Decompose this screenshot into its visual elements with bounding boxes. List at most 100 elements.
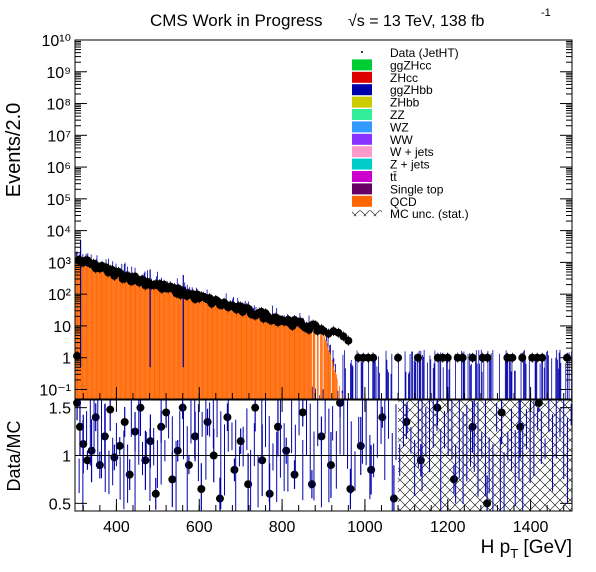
ggzhbb-bar xyxy=(330,344,331,355)
qcd-bar xyxy=(197,298,199,399)
qcd-bar xyxy=(139,281,141,399)
qcd-bar xyxy=(209,300,211,399)
qcd-bar xyxy=(126,275,128,399)
qcd-bar xyxy=(254,312,256,399)
qcd-bar xyxy=(133,279,135,399)
qcd-bar xyxy=(159,288,161,399)
ggzhbb-bar xyxy=(429,355,431,399)
qcd-bar xyxy=(212,304,214,399)
qcd-bar xyxy=(224,308,226,399)
qcd-bar xyxy=(272,318,274,399)
qcd-bar xyxy=(108,270,110,399)
qcd-bar xyxy=(326,343,328,399)
ratio-point xyxy=(356,441,365,450)
ggzhbb-bar xyxy=(523,349,525,399)
ggzhbb-bar xyxy=(387,369,389,399)
qcd-bar xyxy=(121,275,123,399)
ratio-point xyxy=(298,408,307,417)
ggzhbb-bar xyxy=(419,355,421,399)
ggzhbb-bar xyxy=(499,353,500,399)
qcd-bar xyxy=(296,324,298,399)
qcd-bar xyxy=(300,324,302,399)
ratio-point xyxy=(389,494,398,503)
qcd-bar xyxy=(231,309,233,399)
legend-label: WZ xyxy=(390,120,409,134)
chart-title: CMS Work in Progress xyxy=(150,11,323,30)
ggzhbb-bar xyxy=(372,352,374,399)
qcd-bar xyxy=(194,296,196,399)
qcd-bar xyxy=(301,329,303,399)
ratio-point xyxy=(115,441,124,450)
qcd-bar xyxy=(201,301,203,399)
qcd-bar xyxy=(272,317,273,399)
data-point xyxy=(369,353,378,362)
qcd-bar xyxy=(99,268,101,399)
qcd-bar xyxy=(214,302,216,399)
ggzhbb-bar xyxy=(404,351,406,399)
ggzhbb-bar xyxy=(462,359,464,399)
ggzhbb-bar xyxy=(475,350,477,399)
qcd-bar xyxy=(90,267,92,399)
ratio-y-axis-label: Data/MC xyxy=(4,420,24,491)
qcd-bar xyxy=(335,372,336,399)
qcd-bar xyxy=(295,327,297,399)
qcd-bar xyxy=(125,275,127,399)
qcd-bar xyxy=(177,291,179,399)
ggzhbb-bar xyxy=(335,364,336,373)
qcd-bar xyxy=(184,293,186,399)
qcd-bar xyxy=(218,303,220,399)
qcd-bar xyxy=(95,268,97,399)
ggzhbb-bar xyxy=(123,264,125,276)
ggzhbb-bar xyxy=(479,363,481,399)
qcd-bar xyxy=(298,326,300,399)
ggzhbb-bar xyxy=(351,364,353,399)
qcd-bar xyxy=(94,269,96,399)
ggzhbb-bar xyxy=(558,352,560,399)
legend-label: ZHbb xyxy=(390,96,420,110)
ggzhbb-bar xyxy=(557,368,559,399)
legend: Data (JetHT)ggZHccZHccggZHbbZHbbZZWZWWW … xyxy=(352,46,469,221)
ggzhbb-bar xyxy=(149,269,151,368)
qcd-bar xyxy=(166,288,167,399)
qcd-bar xyxy=(325,339,326,399)
qcd-bar xyxy=(132,277,134,399)
ratio-point xyxy=(230,465,239,474)
ggzhbb-bar xyxy=(332,350,334,362)
legend-swatch xyxy=(352,121,372,133)
qcd-bar xyxy=(206,302,208,399)
legend-data-marker xyxy=(361,51,363,53)
qcd-bar xyxy=(171,291,173,399)
ggzhbb-bar xyxy=(480,349,482,399)
ggzhbb-bar xyxy=(483,359,485,399)
qcd-bar xyxy=(176,291,178,399)
ggzhbb-bar xyxy=(568,352,570,399)
ggzhbb-bar xyxy=(476,363,478,399)
qcd-bar xyxy=(222,307,224,399)
ggzhbb-bar xyxy=(557,359,558,399)
ggzhbb-bar xyxy=(509,357,511,399)
ratio-point xyxy=(110,453,119,462)
ggzhbb-bar xyxy=(524,357,526,399)
ggzhbb-bar xyxy=(433,363,435,399)
qcd-bar xyxy=(152,286,153,399)
ggzhbb-bar xyxy=(147,270,148,282)
qcd-bar xyxy=(82,263,84,399)
ratio-point xyxy=(449,475,458,484)
y-tick-label: 10⁹ xyxy=(46,65,71,82)
legend-label: Single top xyxy=(390,182,444,196)
qcd-bar xyxy=(256,316,258,399)
ggzhbb-bar xyxy=(481,371,483,399)
y-tick-label: 10¹⁰ xyxy=(41,33,71,50)
top-y-axis-label: Events/2.0 xyxy=(3,103,25,198)
qcd-bar xyxy=(185,293,186,399)
legend-swatch xyxy=(352,59,372,71)
legend-label: WW xyxy=(390,133,413,147)
y-tick-label: 10³ xyxy=(48,255,72,272)
qcd-bar xyxy=(172,289,174,399)
qcd-bar xyxy=(277,319,279,399)
ratio-point xyxy=(307,480,316,489)
qcd-bar xyxy=(204,299,206,399)
qcd-bar xyxy=(200,299,201,399)
data-point xyxy=(394,353,403,362)
ggzhbb-bar xyxy=(415,361,417,399)
